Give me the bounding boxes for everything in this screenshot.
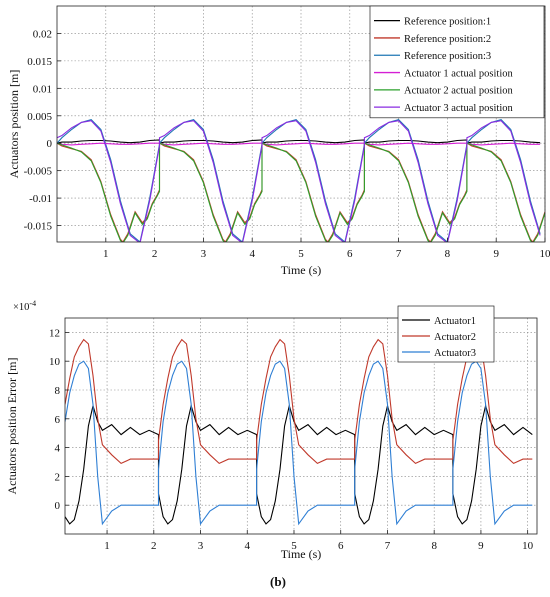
y-tick-label: 0 (47, 138, 53, 150)
legend-label-2: Reference position:2 (404, 34, 491, 45)
y-tick-label: 0 (55, 500, 61, 512)
x-tick-label: 2 (151, 540, 157, 552)
x-tick-label: 6 (338, 540, 344, 552)
x-tick-label: 3 (198, 540, 204, 552)
legend-label-2: Actuator2 (434, 332, 476, 343)
x-tick-label: 2 (152, 248, 158, 260)
x-tick-label: 10 (522, 540, 534, 552)
x-tick-label: 9 (493, 248, 499, 260)
y-tick-label: 6 (55, 414, 61, 426)
x-tick-label: 8 (445, 248, 451, 260)
y-axis-label: Actuators position [m] (7, 70, 21, 179)
legend: Reference position:1 Reference position:2… (370, 6, 544, 118)
legend-label-1: Actuator1 (434, 316, 476, 327)
x-tick-label: 10 (540, 248, 550, 260)
legend-label-1: Reference position:1 (404, 16, 491, 27)
panel-label: (b) (270, 574, 286, 589)
x-tick-label: 4 (249, 248, 255, 260)
y-tick-label: 2 (55, 471, 61, 483)
x-tick-label: 7 (385, 540, 391, 552)
y-tick-label: 0.015 (27, 56, 52, 68)
y-tick-label: 12 (49, 327, 60, 339)
y-tick-label: 0.01 (33, 83, 52, 95)
y-multiplier-label: ×10-4 (13, 299, 36, 313)
x-tick-label: 7 (396, 248, 402, 260)
x-tick-label: 6 (347, 248, 353, 260)
y-tick-label: 4 (55, 443, 61, 455)
legend-label-3: Reference position:3 (404, 51, 491, 62)
x-axis-label: Time (s) (281, 263, 322, 277)
x-tick-label: 9 (478, 540, 484, 552)
y-tick-label: 10 (49, 356, 61, 368)
y-tick-label: -0.005 (24, 166, 53, 178)
x-tick-label: 8 (431, 540, 437, 552)
legend-label-5: Actuator 2 actual position (404, 86, 514, 97)
legend-label-6: Actuator 3 actual position (404, 103, 514, 114)
x-tick-label: 5 (298, 248, 304, 260)
y-tick-label: 8 (55, 385, 61, 397)
y-tick-label: 0.02 (33, 28, 52, 40)
y-axis-label: Actuators position Error [m] (5, 358, 19, 495)
x-axis-label: Time (s) (281, 547, 322, 561)
y-tick-label: -0.015 (24, 221, 53, 233)
legend: Actuator1 Actuator2 Actuator3 (398, 306, 494, 362)
x-tick-label: 4 (245, 540, 251, 552)
legend-label-4: Actuator 1 actual position (404, 68, 514, 79)
y-tick-label: 0.005 (27, 111, 52, 123)
x-tick-label: 3 (201, 248, 207, 260)
x-tick-label: 1 (103, 248, 109, 260)
legend-label-3: Actuator3 (434, 348, 476, 359)
y-tick-label: -0.01 (29, 193, 52, 205)
chart-1: 1 2 3 4 5 6 7 8 9 10 -0.015 -0.01 -0.005 0 0.005 0.01 0.… (7, 6, 550, 277)
x-tick-label: 1 (104, 540, 110, 552)
